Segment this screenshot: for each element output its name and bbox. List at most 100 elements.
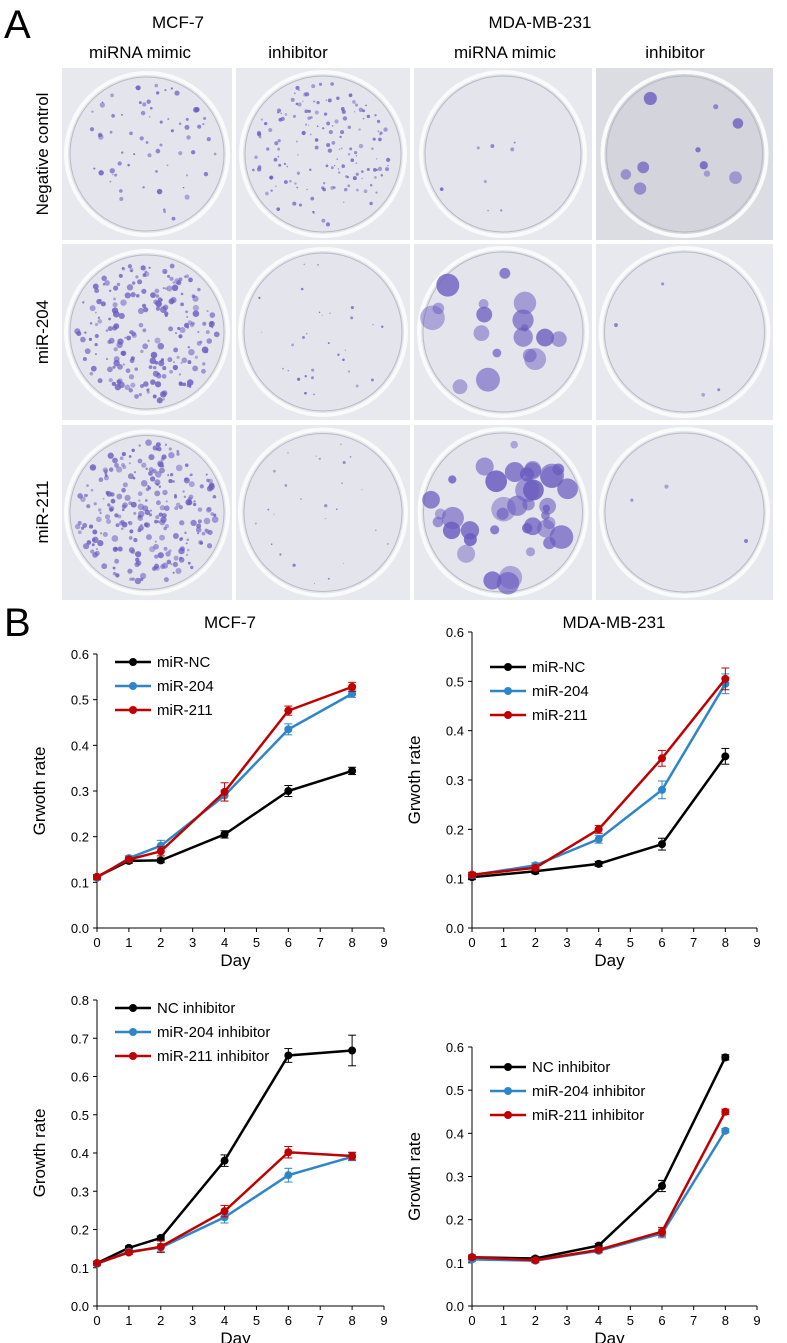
colony	[290, 97, 295, 102]
colony	[541, 511, 550, 520]
colony	[119, 196, 124, 201]
colony	[260, 118, 263, 121]
colony	[148, 365, 153, 370]
legend-label: miR-204	[157, 678, 214, 695]
colony	[422, 490, 440, 509]
plate-dish	[238, 427, 408, 598]
colony	[287, 370, 289, 372]
colony	[138, 499, 141, 502]
colony	[90, 549, 95, 554]
colony	[298, 203, 302, 207]
legend-label: miR-211	[157, 702, 213, 719]
colony	[127, 473, 134, 480]
colony	[139, 136, 144, 141]
colony	[140, 572, 147, 580]
colony	[114, 513, 119, 518]
colony	[327, 98, 332, 103]
colony	[155, 565, 160, 571]
colony	[121, 151, 124, 154]
plate-dish	[64, 71, 230, 237]
data-point	[658, 840, 666, 849]
colony	[369, 183, 373, 187]
y-tick-label: 0.2	[71, 830, 89, 845]
x-tick-label: 4	[595, 935, 602, 950]
colony	[441, 506, 464, 530]
y-tick-label: 0.4	[446, 724, 464, 739]
colony	[113, 297, 116, 301]
colony	[350, 306, 354, 310]
colony	[513, 291, 537, 315]
colony	[264, 121, 268, 126]
colony	[313, 393, 315, 396]
colony	[104, 280, 110, 286]
colony	[135, 551, 142, 558]
colony	[510, 440, 518, 449]
colony	[117, 161, 122, 166]
chart-title: MDA-MB-231	[563, 613, 666, 632]
colony	[361, 177, 363, 180]
colony	[94, 322, 99, 327]
colony	[327, 148, 333, 153]
cell-line-label: MDA-MB-231	[489, 13, 592, 32]
colony	[197, 330, 200, 334]
colony	[340, 443, 342, 445]
colony	[141, 288, 147, 294]
series-line	[96, 1049, 353, 1265]
colony	[130, 356, 135, 361]
legend-marker	[129, 706, 137, 714]
colony	[144, 522, 151, 528]
colony	[111, 535, 119, 542]
colony	[361, 489, 363, 491]
colony	[101, 275, 107, 282]
colony	[112, 457, 118, 464]
colony	[185, 117, 189, 121]
colony	[432, 516, 444, 528]
y-tick-label: 0.4	[71, 738, 89, 753]
colony	[515, 478, 540, 503]
colony	[107, 326, 113, 332]
x-tick-label: 7	[317, 1313, 324, 1328]
colony	[744, 539, 748, 543]
colony	[303, 263, 306, 266]
plate-dish	[600, 70, 769, 238]
colony	[155, 306, 161, 311]
colony	[283, 180, 288, 184]
colony	[161, 374, 167, 379]
y-tick-label: 0.1	[71, 875, 89, 890]
colony	[88, 337, 93, 341]
colony	[137, 307, 145, 315]
y-tick-label: 0.3	[446, 773, 464, 788]
colony	[330, 82, 334, 86]
colony	[347, 125, 352, 130]
y-tick-label: 0.5	[446, 1083, 464, 1098]
colony	[108, 317, 111, 321]
data-point	[658, 1227, 666, 1236]
colony	[148, 266, 151, 269]
colony	[150, 292, 156, 298]
colony	[128, 501, 133, 506]
colony	[153, 543, 159, 550]
colony	[162, 489, 168, 496]
colony	[303, 92, 306, 95]
colony	[130, 292, 136, 298]
colony	[113, 359, 120, 367]
colony	[82, 301, 85, 304]
colony	[115, 573, 120, 578]
colony	[111, 381, 116, 386]
colony	[293, 92, 296, 95]
colony	[115, 523, 120, 528]
data-point	[93, 872, 101, 881]
x-tick-label: 3	[563, 935, 570, 950]
colony	[164, 311, 169, 316]
colony	[154, 288, 160, 294]
data-point	[284, 1171, 293, 1180]
colony	[126, 335, 132, 341]
colony	[98, 477, 104, 482]
colony	[173, 495, 178, 499]
colony	[145, 534, 152, 541]
colony	[140, 383, 144, 388]
colony	[199, 484, 204, 489]
colony	[122, 482, 128, 488]
colony	[350, 316, 354, 320]
colony	[557, 478, 578, 500]
